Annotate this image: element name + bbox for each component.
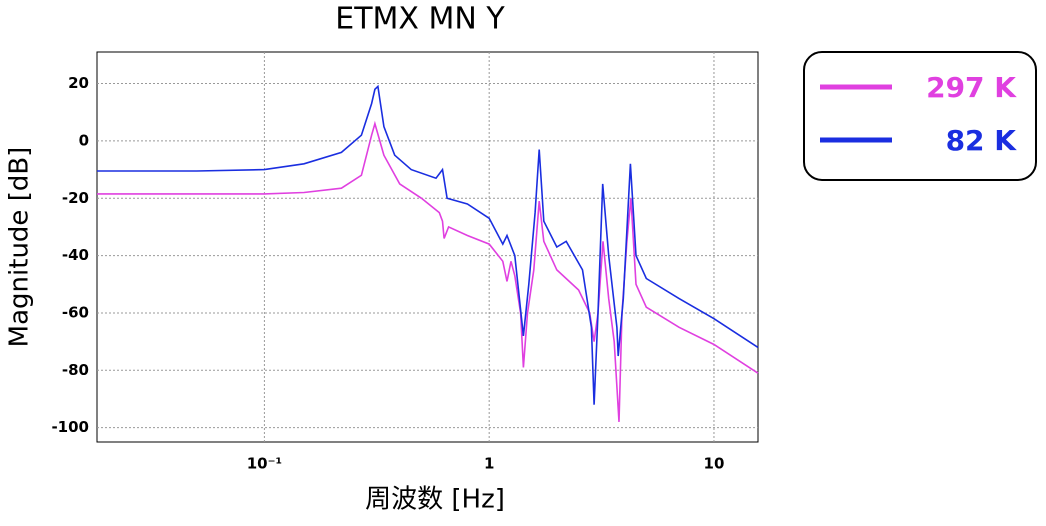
y-tick-label: -20 [62, 189, 89, 207]
series-line [97, 120, 759, 422]
x-tick-label: 10⁻¹ [247, 455, 282, 473]
x-tick-label: 10 [704, 455, 725, 473]
x-axis-label: 周波数 [Hz] [365, 485, 505, 515]
y-tick-label: -60 [62, 303, 89, 321]
y-tick-label: -40 [62, 246, 89, 264]
y-tick-label: -80 [62, 361, 89, 379]
legend-box [803, 51, 1037, 181]
y-axis-label: Magnitude [dB] [5, 147, 35, 348]
y-tick-label: -100 [51, 418, 89, 436]
legend-label: 82 K [946, 124, 1018, 157]
chart-title: ETMX MN Y [335, 2, 505, 37]
series-line [97, 84, 759, 405]
legend-label: 297 K [926, 71, 1017, 104]
x-tick-label: 1 [484, 455, 494, 473]
y-tick-label: 20 [68, 74, 89, 92]
plot-frame [96, 51, 759, 443]
y-tick-label: 0 [79, 131, 89, 149]
